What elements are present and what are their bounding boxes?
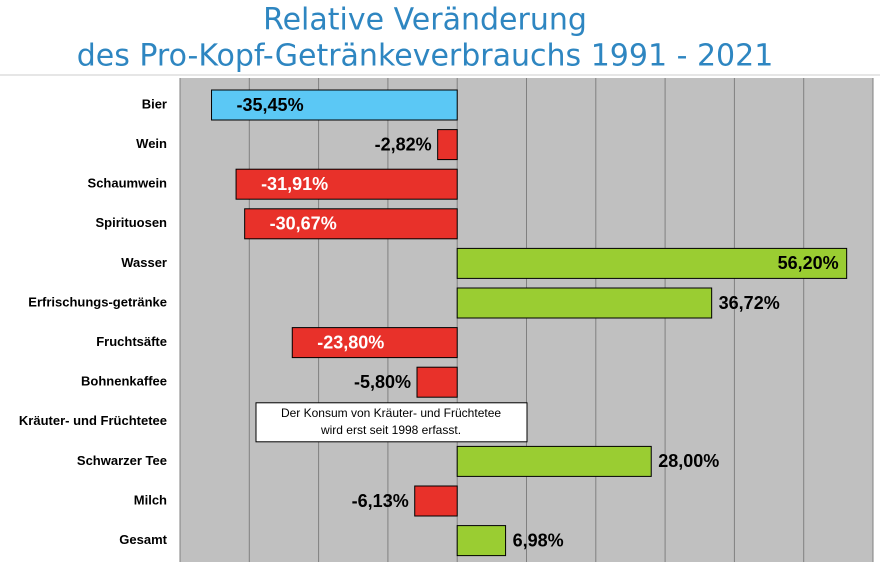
value-label: 28,00% xyxy=(658,451,719,471)
annotation-box xyxy=(255,402,528,443)
category-label: Spirituosen xyxy=(95,215,167,230)
bar xyxy=(211,89,458,121)
value-label: -5,80% xyxy=(354,372,411,392)
annotation: Der Konsum von Kräuter- und Früchtetee xyxy=(281,406,501,420)
value-label: -2,82% xyxy=(375,134,432,154)
bar xyxy=(235,168,458,200)
bar xyxy=(456,287,713,319)
bar xyxy=(291,327,458,359)
value-label: -6,13% xyxy=(352,491,409,511)
category-label: Bohnenkaffee xyxy=(81,374,167,389)
category-label: Gesamt xyxy=(119,532,167,547)
category-label: Wasser xyxy=(121,255,167,270)
bar xyxy=(456,445,652,477)
value-label: -30,67% xyxy=(270,214,337,234)
value-label: -35,45% xyxy=(237,95,304,115)
bar xyxy=(456,525,507,557)
bar xyxy=(437,129,458,161)
bar xyxy=(416,366,458,398)
bar xyxy=(456,247,848,279)
category-label: Bier xyxy=(142,96,167,111)
value-label: 6,98% xyxy=(513,530,564,550)
category-label: Erfrischungs-getränke xyxy=(28,294,167,309)
chart-title: Relative Veränderung xyxy=(263,3,587,38)
value-label: 56,20% xyxy=(778,253,839,273)
category-label: Milch xyxy=(134,492,167,507)
value-label: -31,91% xyxy=(261,174,328,194)
category-label: Fruchtsäfte xyxy=(96,334,167,349)
category-label: Schwarzer Tee xyxy=(77,453,167,468)
category-label: Wein xyxy=(136,136,167,151)
bar xyxy=(244,208,458,240)
value-label: -23,80% xyxy=(317,332,384,352)
category-label: Schaumwein xyxy=(88,176,168,191)
bar xyxy=(414,485,458,517)
value-label: 36,72% xyxy=(719,293,780,313)
annotation: wird erst seit 1998 erfasst. xyxy=(320,423,461,437)
chart-title: des Pro-Kopf-Getränkeverbrauchs 1991 - 2… xyxy=(77,39,774,74)
category-label: Kräuter- und Früchtetee xyxy=(19,413,167,428)
